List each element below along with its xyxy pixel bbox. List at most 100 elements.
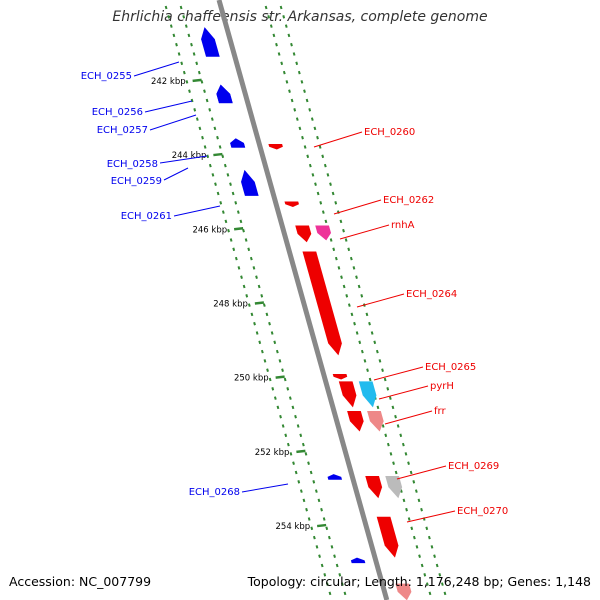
reverse-strand-guide-inner-dot: [330, 545, 334, 549]
reverse-strand-guide-inner-dot: [218, 145, 222, 149]
forward-strand-guide-inner-dot: [314, 182, 317, 186]
forward-strand-guide-outer-dot: [284, 24, 288, 28]
forward-strand-guide-outer-dot: [396, 424, 400, 428]
forward-strand-guide-inner-dot: [285, 80, 289, 84]
reverse-strand-guide-outer-dot: [276, 405, 280, 410]
gene-label-leader: [396, 465, 447, 480]
forward-strand-guide-outer-dot: [414, 489, 418, 493]
forward-strand-guide-outer-dot: [318, 145, 322, 149]
reverse-strand-guide-outer-dot: [302, 498, 306, 503]
gene-label-ech_0261: ECH_0261: [121, 211, 172, 222]
reverse-strand-guide-inner-dot: [343, 591, 347, 596]
forward-strand-guide-outer-dot: [425, 526, 429, 531]
gene-label-leader: [133, 61, 180, 77]
reverse-strand-guide-outer-dot: [214, 182, 217, 186]
kbp-tick-mark: [275, 375, 285, 379]
forward-strand-guide-outer-dot: [430, 545, 434, 549]
kbp-tick-label: 246 kbp: [192, 225, 227, 235]
reverse-strand-guide-outer-dot: [185, 80, 189, 84]
reverse-strand-guide-inner-dot: [244, 238, 248, 242]
forward-strand-guide-inner-dot: [308, 163, 312, 168]
forward-strand-guide-outer-dot: [303, 89, 306, 93]
forward-strand-guide-inner-dot: [428, 591, 432, 596]
forward-strand-guide-outer-dot: [355, 275, 358, 279]
reverse-strand-guide-inner-dot: [296, 424, 300, 428]
gene-label-leader: [241, 483, 289, 493]
reverse-strand-guide-inner-dot: [268, 321, 271, 326]
forward-strand-guide-outer-dot: [295, 61, 299, 66]
gene-arrow-ech_0264: [302, 251, 342, 356]
forward-strand-guide-inner-dot: [405, 507, 408, 512]
forward-strand-guide-outer-dot: [375, 349, 379, 354]
gene-label-leader: [149, 114, 197, 131]
forward-strand-guide-inner-dot: [280, 61, 284, 66]
gene-label-leader: [144, 100, 193, 113]
genome-summary-text: Topology: circular; Length: 1,176,248 bp…: [247, 574, 591, 589]
reverse-strand-guide-inner-dot: [234, 201, 238, 205]
forward-strand-guide-inner-dot: [347, 303, 351, 307]
gene-arrow-ech_0271: [350, 557, 366, 564]
forward-strand-guide-inner-dot: [324, 219, 328, 224]
forward-strand-guide-outer-dot: [412, 480, 416, 484]
forward-strand-guide-outer-dot: [290, 42, 293, 47]
gene-label-ech_0265: ECH_0265: [425, 362, 476, 373]
reverse-strand-guide-outer-dot: [253, 321, 256, 326]
forward-strand-guide-inner-dot: [363, 359, 367, 363]
reverse-strand-guide-outer-dot: [250, 312, 254, 317]
gene-label-leader: [373, 366, 424, 381]
forward-strand-guide-inner-dot: [418, 554, 421, 558]
reverse-strand-guide-outer-dot: [325, 582, 329, 586]
forward-strand-guide-inner-dot: [415, 545, 419, 549]
reverse-strand-guide-inner-dot: [299, 433, 303, 438]
genome-title: Ehrlichia chaffeensis str. Arkansas, com…: [112, 9, 488, 25]
kbp-tick-mark: [213, 152, 223, 157]
forward-strand-guide-outer-dot: [394, 414, 397, 419]
forward-strand-guide-outer-dot: [287, 33, 291, 38]
forward-strand-guide-inner-dot: [264, 5, 268, 10]
reverse-strand-guide-inner-dot: [208, 108, 212, 112]
forward-strand-guide-inner-dot: [345, 294, 349, 298]
forward-strand-guide-inner-dot: [410, 526, 414, 531]
forward-strand-guide-inner-dot: [384, 433, 388, 438]
forward-strand-guide-inner-dot: [319, 201, 323, 205]
reverse-strand-guide-inner-dot: [307, 461, 310, 465]
forward-strand-guide-inner-dot: [288, 89, 291, 93]
reverse-strand-guide-inner-dot: [184, 24, 188, 28]
forward-strand-guide-outer-dot: [360, 294, 364, 298]
forward-strand-guide-inner-dot: [275, 42, 278, 47]
forward-strand-guide-outer-dot: [378, 359, 382, 363]
reverse-strand-guide-inner-dot: [197, 70, 201, 75]
reverse-strand-guide-inner-dot: [314, 489, 318, 493]
kbp-tick-mark: [296, 449, 306, 454]
reverse-strand-guide-outer-dot: [219, 201, 223, 205]
forward-strand-guide-inner-dot: [423, 573, 427, 577]
gene-label-leader: [339, 224, 390, 240]
reverse-strand-guide-outer-dot: [169, 24, 173, 28]
reverse-strand-guide-inner-dot: [335, 563, 339, 568]
forward-strand-guide-outer-dot: [339, 219, 343, 224]
reverse-strand-guide-inner-dot: [187, 33, 191, 38]
forward-strand-guide-inner-dot: [412, 535, 416, 540]
gene-label-pyrh: pyrH: [430, 381, 454, 392]
forward-strand-guide-outer-dot: [420, 507, 423, 512]
reverse-strand-guide-outer-dot: [198, 126, 202, 131]
reverse-strand-guide-outer-dot: [172, 33, 176, 38]
gene-label-leader: [406, 510, 456, 523]
forward-strand-guide-outer-dot: [365, 312, 369, 317]
accession-text: Accession: NC_007799: [9, 574, 152, 589]
reverse-strand-guide-outer-dot: [180, 61, 184, 66]
forward-strand-guide-outer-dot: [344, 238, 348, 242]
gene-label-ech_0257: ECH_0257: [97, 125, 148, 136]
forward-strand-guide-inner-dot: [334, 256, 338, 261]
reverse-strand-guide-inner-dot: [283, 377, 287, 382]
reverse-strand-guide-inner-dot: [216, 135, 219, 140]
forward-strand-guide-outer-dot: [440, 582, 444, 586]
forward-strand-guide-inner-dot: [420, 563, 424, 568]
reverse-strand-guide-outer-dot: [289, 452, 293, 456]
forward-strand-guide-inner-dot: [358, 340, 362, 345]
reverse-strand-guide-inner-dot: [242, 228, 245, 233]
reverse-strand-guide-inner-dot: [309, 470, 313, 475]
reverse-strand-guide-outer-dot: [203, 145, 207, 149]
forward-strand-guide-inner-dot: [316, 191, 320, 196]
reverse-strand-guide-inner-dot: [195, 61, 199, 66]
